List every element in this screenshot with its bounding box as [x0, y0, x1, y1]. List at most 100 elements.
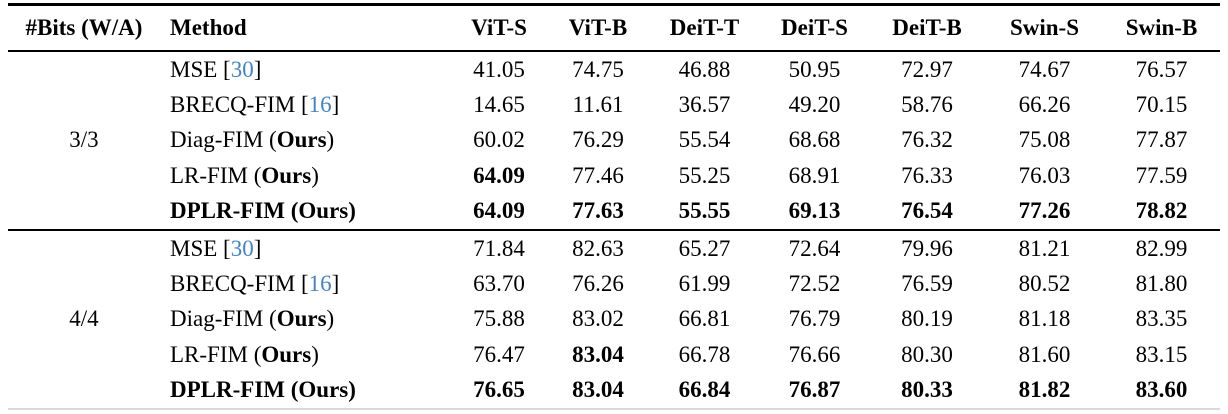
- value-cell: 83.35: [1135, 306, 1188, 332]
- table-row: LR-FIM (Ours) 76.47 83.04 66.78 76.66 80.30 81…: [8, 337, 1220, 372]
- col-header-model: DeiT-S: [761, 4, 868, 52]
- value-cell: 75.88: [473, 306, 525, 332]
- value-cell: 66.81: [678, 306, 731, 332]
- table-row: DPLR-FIM (Ours) 64.09 77.63 55.55 69.13 76.54…: [8, 194, 1220, 230]
- method-name: MSE: [170, 56, 218, 82]
- value-cell: 60.02: [473, 127, 525, 153]
- value-cell: 72.64: [761, 228, 868, 267]
- method-cell: BRECQ-FIM [16]: [170, 92, 340, 118]
- method-cell: DPLR-FIM (Ours): [170, 198, 356, 224]
- method-name: LR-FIM: [170, 162, 248, 188]
- value-cell: 68.91: [788, 162, 841, 188]
- value-cell: 76.26: [572, 271, 624, 297]
- citation-link[interactable]: 30: [230, 56, 254, 82]
- ours-label: Ours: [298, 198, 349, 224]
- value-cell: 76.59: [901, 271, 953, 297]
- table-row: 4/4 MSE [30] 71.84 82.63 65.27 72.64 79.96 81.2…: [8, 228, 1220, 409]
- value-cell: 49.20: [788, 92, 841, 118]
- value-cell: 58.76: [901, 92, 953, 118]
- value-cell: 74.67: [1018, 56, 1071, 82]
- method-cell: Diag-FIM (Ours): [170, 306, 335, 332]
- value-cell: 78.82: [1135, 198, 1188, 224]
- value-cell: 65.27: [648, 228, 761, 267]
- citation-link[interactable]: 30: [230, 235, 254, 261]
- value-cell: 72.52: [788, 271, 841, 297]
- value-cell: 76.54: [901, 198, 953, 224]
- value-cell: 76.29: [572, 127, 624, 153]
- method-cell: BRECQ-FIM [16]: [170, 271, 340, 297]
- bits-cell: 4/4: [8, 228, 160, 409]
- value-cell: 66.78: [678, 341, 731, 367]
- value-cell: 71.84: [450, 228, 548, 267]
- value-cell: 79.96: [868, 228, 986, 267]
- value-cell: 76.32: [901, 127, 953, 153]
- method-cell: LR-FIM (Ours): [170, 341, 319, 367]
- table-row: Diag-FIM (Ours) 60.02 76.29 55.54 68.68 76.32…: [8, 123, 1220, 158]
- value-cell: 81.82: [1018, 377, 1071, 403]
- value-cell: 83.04: [572, 341, 624, 367]
- value-cell: 76.03: [1018, 162, 1071, 188]
- col-header-model: Swin-B: [1103, 4, 1220, 52]
- method-name: Diag-FIM: [170, 127, 264, 153]
- method-cell: DPLR-FIM (Ours): [170, 377, 356, 403]
- value-cell: 76.87: [788, 377, 841, 403]
- method-name: LR-FIM: [170, 341, 248, 367]
- value-cell: 83.60: [1135, 377, 1188, 403]
- method-name: DPLR-FIM: [170, 198, 285, 224]
- value-cell: 76.33: [901, 162, 953, 188]
- value-cell: 81.80: [1135, 271, 1188, 297]
- table-row: Diag-FIM (Ours) 75.88 83.02 66.81 76.79 80.19…: [8, 302, 1220, 337]
- value-cell: 55.55: [678, 198, 731, 224]
- value-cell: 41.05: [473, 56, 525, 82]
- table-body: 3/3 MSE [30] 41.05 74.75 46.88 50.95 72.97 74.6…: [8, 51, 1220, 409]
- value-cell: 61.99: [678, 271, 731, 297]
- value-cell: 77.26: [1018, 198, 1071, 224]
- ours-label: Ours: [276, 127, 327, 153]
- value-cell: 80.19: [901, 306, 953, 332]
- value-cell: 76.79: [788, 306, 841, 332]
- col-header-method: Method: [160, 4, 450, 52]
- ours-label: Ours: [261, 162, 312, 188]
- method-name: MSE: [170, 235, 218, 261]
- value-cell: 76.47: [473, 341, 525, 367]
- col-header-model: DeiT-B: [868, 4, 986, 52]
- ours-label: Ours: [261, 341, 312, 367]
- method-name: Diag-FIM: [170, 306, 264, 332]
- ours-label: Ours: [298, 377, 349, 403]
- value-cell: 80.33: [901, 377, 953, 403]
- method-cell: LR-FIM (Ours): [170, 162, 319, 188]
- table-row: BRECQ-FIM [16] 63.70 76.26 61.99 72.52 76.59 8…: [8, 266, 1220, 301]
- value-cell: 63.70: [473, 271, 525, 297]
- header-row: #Bits (W/A) Method ViT-S ViT-B DeiT-T DeiT-…: [8, 4, 1220, 52]
- col-header-model: Swin-S: [986, 4, 1103, 52]
- value-cell: 66.26: [1018, 92, 1071, 118]
- value-cell: 77.59: [1135, 162, 1188, 188]
- value-cell: 68.68: [788, 127, 841, 153]
- table-row: 3/3 MSE [30] 41.05 74.75 46.88 50.95 72.97 74.6…: [8, 51, 1220, 153]
- col-header-model: ViT-S: [450, 4, 548, 52]
- col-header-model: ViT-B: [548, 4, 648, 52]
- value-cell: 64.09: [473, 162, 525, 188]
- value-cell: 69.13: [788, 198, 841, 224]
- value-cell: 11.61: [572, 92, 624, 118]
- value-cell: 77.87: [1135, 127, 1188, 153]
- method-cell: MSE [30]: [170, 56, 262, 82]
- value-cell: 76.57: [1135, 56, 1188, 82]
- ours-label: Ours: [276, 306, 327, 332]
- method-name: BRECQ-FIM: [170, 271, 296, 297]
- citation-link[interactable]: 16: [308, 271, 332, 297]
- value-cell: 46.88: [678, 56, 731, 82]
- value-cell: 64.09: [473, 198, 525, 224]
- value-cell: 77.46: [572, 162, 624, 188]
- value-cell: 50.95: [788, 56, 841, 82]
- value-cell: 72.97: [901, 56, 953, 82]
- bits-cell: 3/3: [69, 127, 99, 153]
- citation-link[interactable]: 16: [308, 92, 332, 118]
- value-cell: 14.65: [473, 92, 525, 118]
- value-cell: 76.65: [473, 377, 525, 403]
- value-cell: 70.15: [1135, 92, 1188, 118]
- value-cell: 83.15: [1135, 341, 1188, 367]
- value-cell: 75.08: [1018, 127, 1071, 153]
- value-cell: 81.18: [1018, 306, 1071, 332]
- value-cell: 83.02: [572, 306, 624, 332]
